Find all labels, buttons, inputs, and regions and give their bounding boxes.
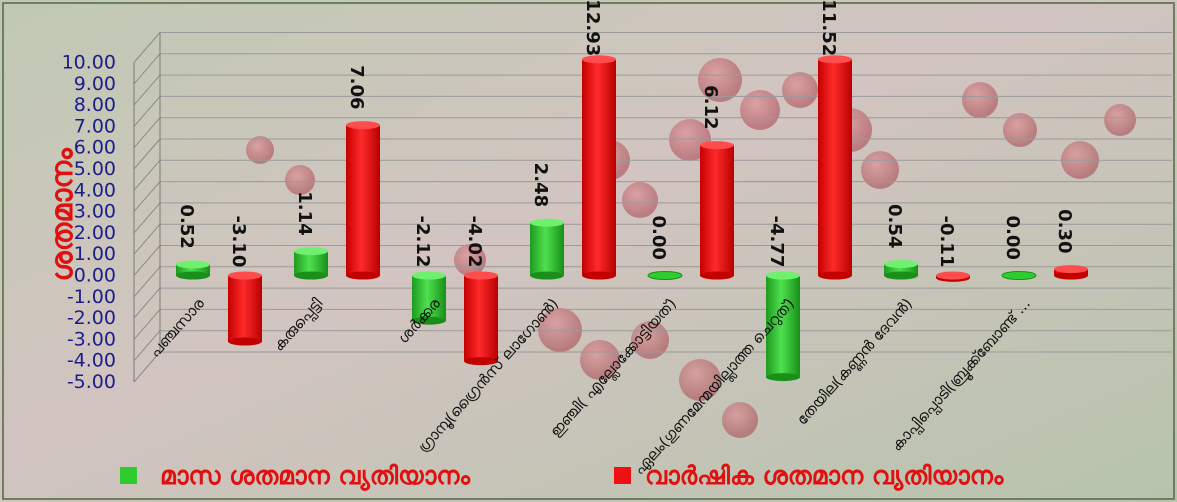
bar-monthly-2 [412,271,446,325]
bar-monthly-4 [647,271,683,280]
value-labels: 0.52 -3.10 1.14 7.06 -2.12 -4.02 2.48 12.93 0.00… [176,0,1075,267]
y-tick-label: 4.00 [74,179,116,201]
value-label-annual-3: 12.93 [582,0,603,56]
bar-annual-3 [582,55,616,280]
value-label-annual-4: 6.12 [700,85,721,129]
value-label-monthly-3: 2.48 [530,163,551,207]
y-tick-label: 0.00 [74,265,116,287]
bar-annual-1 [346,121,380,280]
y-tick-label: 8.00 [74,94,116,116]
y-axis-ticks: 10.009.008.007.006.005.004.003.002.001.0… [62,52,116,394]
y-tick-label: -5.00 [67,371,116,393]
value-label-monthly-5: -4.77 [766,216,787,268]
legend: മാസ ശതമാന വ്യതിയാനം വാർഷിക ശതമാന വ്യതിയാ… [120,461,1004,491]
bar-monthly-7 [1001,271,1037,280]
value-label-monthly-1: 1.14 [294,191,315,235]
y-tick-label: 5.00 [74,158,116,180]
y-tick-label: -1.00 [67,286,116,308]
value-label-monthly-2: -2.12 [412,216,433,268]
bar-annual-7 [1054,265,1088,280]
value-label-monthly-6: 0.54 [884,204,905,248]
y-axis-label: ശതമാനം [45,147,80,282]
gridlines [133,32,1172,383]
value-label-monthly-4: 0.00 [648,216,669,260]
y-tick-label: -2.00 [67,307,116,329]
y-tick-label: 3.00 [74,201,116,223]
y-tick-label: 1.00 [74,243,116,265]
bars-group [176,55,1088,382]
bar-annual-2 [464,271,498,366]
legend-swatch-annual [614,467,631,484]
y-tick-label: 7.00 [74,115,116,137]
legend-swatch-monthly [120,467,137,484]
legend-label-monthly: മാസ ശതമാന വ്യതിയാനം [160,461,470,491]
value-label-annual-5: 11.52 [818,0,839,56]
value-label-annual-7: 0.30 [1054,209,1075,253]
bar-monthly-5 [766,271,800,382]
bar-annual-0 [228,271,262,346]
bar-monthly-1 [294,247,328,280]
bar-annual-4 [700,141,734,280]
bar-annual-6 [936,271,970,282]
y-tick-label: -3.00 [67,328,116,350]
y-tick-label: 2.00 [74,222,116,244]
bar-annual-5 [818,55,852,280]
y-tick-label: 9.00 [74,73,116,95]
y-tick-label: -4.00 [67,350,116,372]
value-label-annual-6: -0.11 [936,216,957,268]
bar-monthly-0 [176,260,210,280]
value-label-monthly-7: 0.00 [1002,216,1023,260]
value-label-annual-0: -3.10 [228,216,249,268]
y-tick-label: 6.00 [74,137,116,159]
value-label-annual-1: 7.06 [346,65,367,109]
legend-label-annual: വാർഷിക ശതമാന വ്യതിയാനം [645,461,1004,491]
bar-monthly-3 [530,218,564,280]
value-label-annual-2: -4.02 [464,216,485,268]
y-tick-label: 10.00 [62,52,116,74]
bar-monthly-6 [884,259,918,280]
value-label-monthly-0: 0.52 [176,204,197,248]
